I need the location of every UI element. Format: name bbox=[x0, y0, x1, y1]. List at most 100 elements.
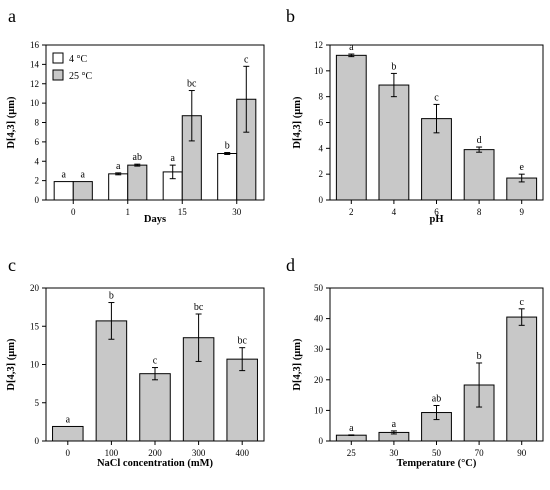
panel-d-y-tick-label: 30 bbox=[314, 344, 324, 354]
panel-c-y-axis-label: D[4,3] (µm) bbox=[6, 338, 17, 391]
panel-a-x-tick-label: 30 bbox=[232, 207, 242, 217]
panel-b-significance-label: d bbox=[477, 135, 482, 146]
panel-a-significance-label: bc bbox=[187, 79, 197, 90]
panel-a-significance-label: c bbox=[244, 54, 249, 65]
panel-d-x-tick-label: 50 bbox=[432, 448, 442, 458]
panel-c-x-tick-label: 200 bbox=[148, 448, 162, 458]
panel-a-y-tick-label: 14 bbox=[30, 59, 40, 69]
panel-d-y-tick-label: 40 bbox=[314, 314, 324, 324]
panel-b-x-tick-label: 6 bbox=[434, 207, 439, 217]
panel-a-legend-swatch bbox=[52, 69, 64, 81]
panel-a-bar bbox=[72, 181, 93, 201]
panel-c-y-tick-label: 0 bbox=[35, 436, 40, 446]
panel-c-y-tick-label: 10 bbox=[30, 360, 40, 370]
panel-c-significance-label: bc bbox=[237, 336, 247, 347]
panel-a-significance-label: a bbox=[116, 161, 121, 172]
panel-c-significance-label: b bbox=[109, 291, 114, 302]
panel-b-x-tick-label: 2 bbox=[349, 207, 354, 217]
panel-d-x-axis-label: Temperature (°C) bbox=[397, 458, 477, 469]
panel-c-bar bbox=[139, 373, 171, 442]
panel-c-x-tick-label: 400 bbox=[235, 448, 249, 458]
panel-a-letter: a bbox=[8, 6, 16, 26]
panel-b-y-tick-label: 8 bbox=[319, 92, 324, 102]
panel-a-bar bbox=[108, 173, 129, 201]
panel-b-significance-label: b bbox=[391, 61, 396, 72]
panel-a-y-tick-label: 6 bbox=[35, 137, 40, 147]
panel-c-x-tick-label: 300 bbox=[192, 448, 206, 458]
panel-d-significance-label: c bbox=[519, 297, 524, 308]
panel-d-y-axis-label: D[4,3] (µm) bbox=[292, 338, 303, 391]
panel-a-x-tick-label: 1 bbox=[126, 207, 131, 217]
panel-d-y-tick-label: 20 bbox=[314, 375, 324, 385]
panel-a-significance-label: a bbox=[61, 170, 66, 181]
panel-d-x-tick-label: 90 bbox=[517, 448, 527, 458]
panel-c-significance-label: a bbox=[66, 414, 71, 425]
panel-c-x-tick-label: 100 bbox=[105, 448, 119, 458]
panel-d-letter: d bbox=[286, 255, 295, 275]
panel-b-x-tick-label: 8 bbox=[477, 207, 482, 217]
panel-c-bar bbox=[226, 358, 258, 442]
panel-d-significance-label: a bbox=[392, 419, 397, 430]
panel-d-y-tick-label: 50 bbox=[314, 283, 324, 293]
panel-c-bar bbox=[52, 425, 84, 442]
panel-a-legend-label: 4 °C bbox=[69, 54, 87, 65]
panel-b-significance-label: a bbox=[349, 42, 354, 53]
panel-a-significance-label: ab bbox=[133, 152, 142, 163]
panel-b-bar bbox=[335, 54, 367, 201]
panel-d-x-tick-label: 30 bbox=[389, 448, 399, 458]
panel-b-bar bbox=[378, 84, 410, 201]
panel-c-x-axis-label: NaCl concentration (mM) bbox=[97, 458, 214, 469]
panel-b-y-tick-label: 12 bbox=[314, 40, 323, 50]
panel-a-x-tick-label: 0 bbox=[71, 207, 76, 217]
panel-a-legend-label: 25 °C bbox=[69, 71, 92, 82]
panel-a-y-tick-label: 12 bbox=[30, 79, 39, 89]
panel-a-significance-label: b bbox=[225, 141, 230, 152]
panel-c-x-tick-label: 0 bbox=[66, 448, 71, 458]
panel-d-bar bbox=[506, 316, 538, 442]
panel-b-significance-label: e bbox=[519, 162, 524, 173]
panel-c-letter: c bbox=[8, 255, 16, 275]
panel-a-bar bbox=[53, 181, 74, 201]
panel-b-x-tick-label: 4 bbox=[392, 207, 397, 217]
panel-a-y-tick-label: 2 bbox=[35, 176, 40, 186]
panel-b-y-tick-label: 6 bbox=[319, 118, 324, 128]
panel-d-y-tick-label: 10 bbox=[314, 405, 324, 415]
panel-d-x-tick-label: 70 bbox=[475, 448, 485, 458]
panel-d-bar bbox=[335, 434, 367, 442]
panel-d-significance-label: a bbox=[349, 423, 354, 434]
panel-b-y-axis-label: D[4,3] (µm) bbox=[292, 96, 303, 149]
panel-d-significance-label: b bbox=[477, 351, 482, 362]
panel-a-significance-label: a bbox=[170, 153, 175, 164]
panel-a-y-tick-label: 8 bbox=[35, 118, 40, 128]
panel-a-y-tick-label: 0 bbox=[35, 195, 40, 205]
panel-d-significance-label: ab bbox=[432, 394, 441, 405]
panel-b-x-tick-label: 9 bbox=[519, 207, 524, 217]
panel-a-bar bbox=[217, 153, 238, 201]
panel-a-y-tick-label: 4 bbox=[35, 156, 40, 166]
panel-b-y-tick-label: 2 bbox=[319, 169, 324, 179]
panel-c-significance-label: bc bbox=[194, 302, 204, 313]
panel-c-significance-label: c bbox=[153, 356, 158, 367]
panel-b-x-axis-label: pH bbox=[429, 214, 443, 225]
panel-a-significance-label: a bbox=[81, 170, 86, 181]
panel-b-y-tick-label: 4 bbox=[319, 143, 324, 153]
panel-c-bar bbox=[95, 320, 128, 442]
panel-a-x-tick-label: 15 bbox=[178, 207, 188, 217]
panel-b-bar bbox=[463, 149, 495, 201]
panel-c-y-tick-label: 15 bbox=[30, 321, 40, 331]
panel-b-letter: b bbox=[286, 6, 295, 26]
panel-a-bar bbox=[127, 164, 148, 201]
panel-b-significance-label: c bbox=[434, 92, 439, 103]
panel-a-y-tick-label: 16 bbox=[30, 40, 40, 50]
panel-d-x-tick-label: 25 bbox=[347, 448, 357, 458]
panel-a-y-tick-label: 10 bbox=[30, 98, 40, 108]
panel-b-y-tick-label: 10 bbox=[314, 66, 324, 76]
panel-c-y-tick-label: 20 bbox=[30, 283, 40, 293]
panel-a-x-axis-label: Days bbox=[144, 214, 166, 225]
panel-a-y-axis-label: D[4,3] (µm) bbox=[6, 96, 17, 149]
panel-c-y-tick-label: 5 bbox=[35, 398, 40, 408]
panel-a-legend-swatch bbox=[52, 52, 64, 64]
panel-b-y-tick-label: 0 bbox=[319, 195, 324, 205]
